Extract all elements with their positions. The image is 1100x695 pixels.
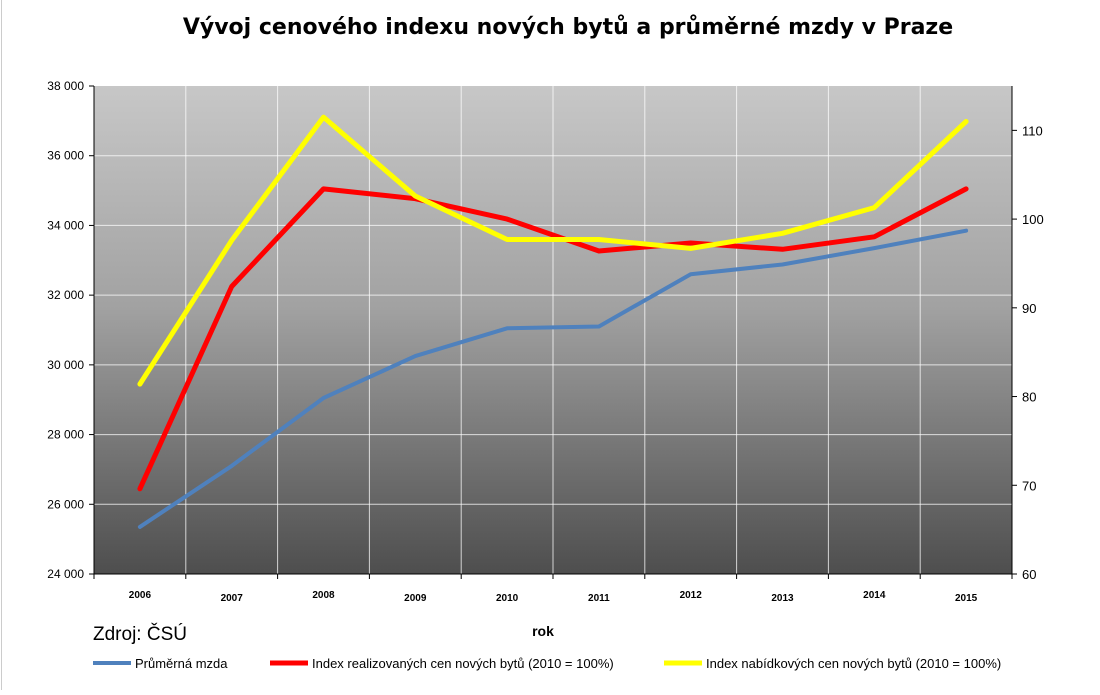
left-tick-label: 30 000 <box>47 358 84 372</box>
series-lines <box>137 114 969 529</box>
legend-label-1: Průměrná mzda <box>135 656 228 671</box>
legend: Průměrná mzda Index realizovaných cen nov… <box>93 656 1001 671</box>
horizontal-gridlines <box>94 155 1012 505</box>
x-axis-ticks: 2006 2007 2008 2009 2010 2011 2012 2013 2014 2015 <box>93 574 1013 604</box>
x-tick-label: 2012 <box>680 590 703 601</box>
x-tick-label: 2014 <box>863 590 886 601</box>
left-tick-label: 28 000 <box>47 428 84 442</box>
source-note: Zdroj: ČSÚ <box>93 623 187 645</box>
x-tick-label: 2015 <box>955 593 978 604</box>
x-axis-label: rok <box>532 623 554 639</box>
vertical-gridlines <box>185 86 921 574</box>
right-tick-label: 70 <box>1022 478 1036 493</box>
right-tick-label: 60 <box>1022 567 1036 582</box>
right-tick-label: 100 <box>1022 212 1044 227</box>
x-tick-label: 2013 <box>771 593 794 604</box>
series-line-2 <box>137 186 969 492</box>
x-tick-label: 2008 <box>312 590 335 601</box>
left-axis-ticks: 24 000 26 000 28 000 30 000 32 000 34 000 36 0… <box>47 79 94 581</box>
right-tick-label: 110 <box>1022 123 1043 138</box>
series-line-3 <box>137 114 969 387</box>
x-tick-label: 2007 <box>221 593 244 604</box>
right-tick-label: 90 <box>1022 301 1036 316</box>
x-tick-label: 2009 <box>404 593 427 604</box>
left-tick-label: 36 000 <box>47 149 84 163</box>
left-tick-label: 34 000 <box>47 218 84 232</box>
legend-label-3: Index nabídkových cen nových bytů (2010 … <box>706 656 1001 671</box>
series-line-1 <box>137 228 969 529</box>
x-tick-label: 2006 <box>129 590 152 601</box>
left-tick-label: 26 000 <box>47 497 84 511</box>
x-tick-label: 2011 <box>588 593 610 604</box>
legend-label-2: Index realizovaných cen nových bytů (201… <box>312 656 614 671</box>
left-tick-label: 32 000 <box>47 288 84 302</box>
right-axis-ticks: 60 70 80 90 100 110 <box>1012 123 1044 582</box>
chart-title: Vývoj cenového indexu nových bytů a prům… <box>183 15 953 40</box>
x-tick-label: 2010 <box>496 593 519 604</box>
left-tick-label: 38 000 <box>47 79 84 93</box>
right-tick-label: 80 <box>1022 390 1036 405</box>
left-tick-label: 24 000 <box>47 567 84 581</box>
